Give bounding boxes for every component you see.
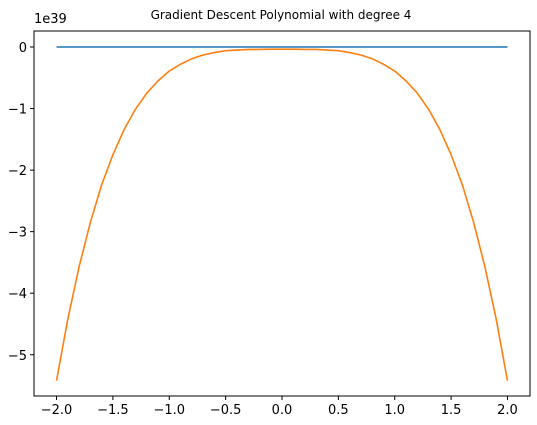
x-axis: −2.0 −1.5 −1.0 −0.5 0.0 0.5 1.0 1.5 2.0: [41, 396, 518, 418]
x-tick-label: −1.5: [97, 403, 129, 418]
x-tick-label: 2.0: [497, 403, 518, 418]
y-axis: 0 −1 −2 −3 −4 −5: [8, 41, 34, 364]
y-tick-label: −2: [8, 164, 27, 179]
plot-area: [55, 46, 509, 381]
x-tick-label: −0.5: [210, 403, 242, 418]
x-tick-label: 0.0: [272, 403, 293, 418]
x-tick-label: 1.0: [384, 403, 405, 418]
y-tick-label: −4: [8, 287, 27, 302]
y-tick-label: −3: [8, 226, 27, 241]
chart-title: Gradient Descent Polynomial with degree …: [151, 8, 412, 22]
x-tick-label: −2.0: [41, 403, 73, 418]
x-tick-label: −1.0: [153, 403, 185, 418]
x-tick-label: 1.5: [441, 403, 462, 418]
series-line-2: [55, 48, 509, 381]
y-tick-label: 0: [19, 41, 27, 56]
y-scale-label: 1e39: [34, 12, 67, 27]
y-tick-label: −1: [8, 103, 27, 118]
x-tick-label: 0.5: [328, 403, 349, 418]
axes-frame: [33, 30, 531, 397]
y-tick-label: −5: [8, 349, 27, 364]
